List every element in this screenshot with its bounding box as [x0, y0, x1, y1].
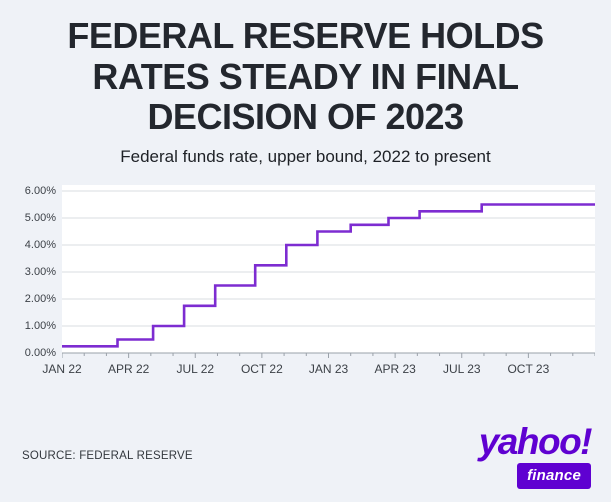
chart-title: FEDERAL RESERVE HOLDS RATES STEADY IN FI…: [0, 15, 611, 138]
x-tick-label: APR 23: [374, 362, 416, 377]
x-tick-label: JUL 22: [176, 362, 215, 377]
yahoo-finance-logo: yahoo! finance: [478, 421, 593, 489]
title-line-2: RATES STEADY IN FINAL: [92, 55, 519, 97]
y-tick-label: 0.00%: [24, 347, 56, 360]
y-tick-label: 4.00%: [24, 239, 56, 252]
x-tick-label: JAN 22: [42, 362, 82, 377]
chart-plot-row: 0.00% 1.00% 2.00% 3.00% 4.00% 5.00% 6.00%: [0, 185, 611, 359]
y-tick-label: 2.00%: [24, 293, 56, 306]
x-tick-label: OCT 22: [240, 362, 283, 377]
title-line-1: FEDERAL RESERVE HOLDS: [67, 15, 544, 56]
y-tick-label: 3.00%: [24, 266, 56, 279]
chart-subtitle: Federal funds rate, upper bound, 2022 to…: [120, 147, 491, 167]
title-line-3: DECISION OF 2023: [147, 96, 464, 138]
fed-funds-rate-chart: 0.00% 1.00% 2.00% 3.00% 4.00% 5.00% 6.00% JAN …: [0, 185, 611, 382]
y-tick-label: 6.00%: [24, 185, 56, 198]
rate-chart-svg: [62, 185, 595, 359]
x-axis-labels: JAN 22 APR 22 JUL 22 OCT 22 JAN 23 APR 23 JUL …: [42, 362, 595, 382]
x-tick-label: APR 22: [107, 362, 150, 377]
x-tick-label: JAN 23: [308, 362, 349, 377]
y-tick-label: 1.00%: [24, 320, 56, 333]
x-tick-label: OCT 23: [507, 362, 550, 377]
finance-badge: finance: [517, 463, 591, 489]
x-tick-label: JUL 23: [442, 362, 481, 377]
yahoo-wordmark: yahoo!: [478, 421, 593, 462]
y-tick-label: 5.00%: [24, 212, 56, 225]
source-attribution: SOURCE: FEDERAL RESERVE: [22, 450, 193, 462]
y-axis-labels: 0.00% 1.00% 2.00% 3.00% 4.00% 5.00% 6.00%: [8, 185, 62, 359]
